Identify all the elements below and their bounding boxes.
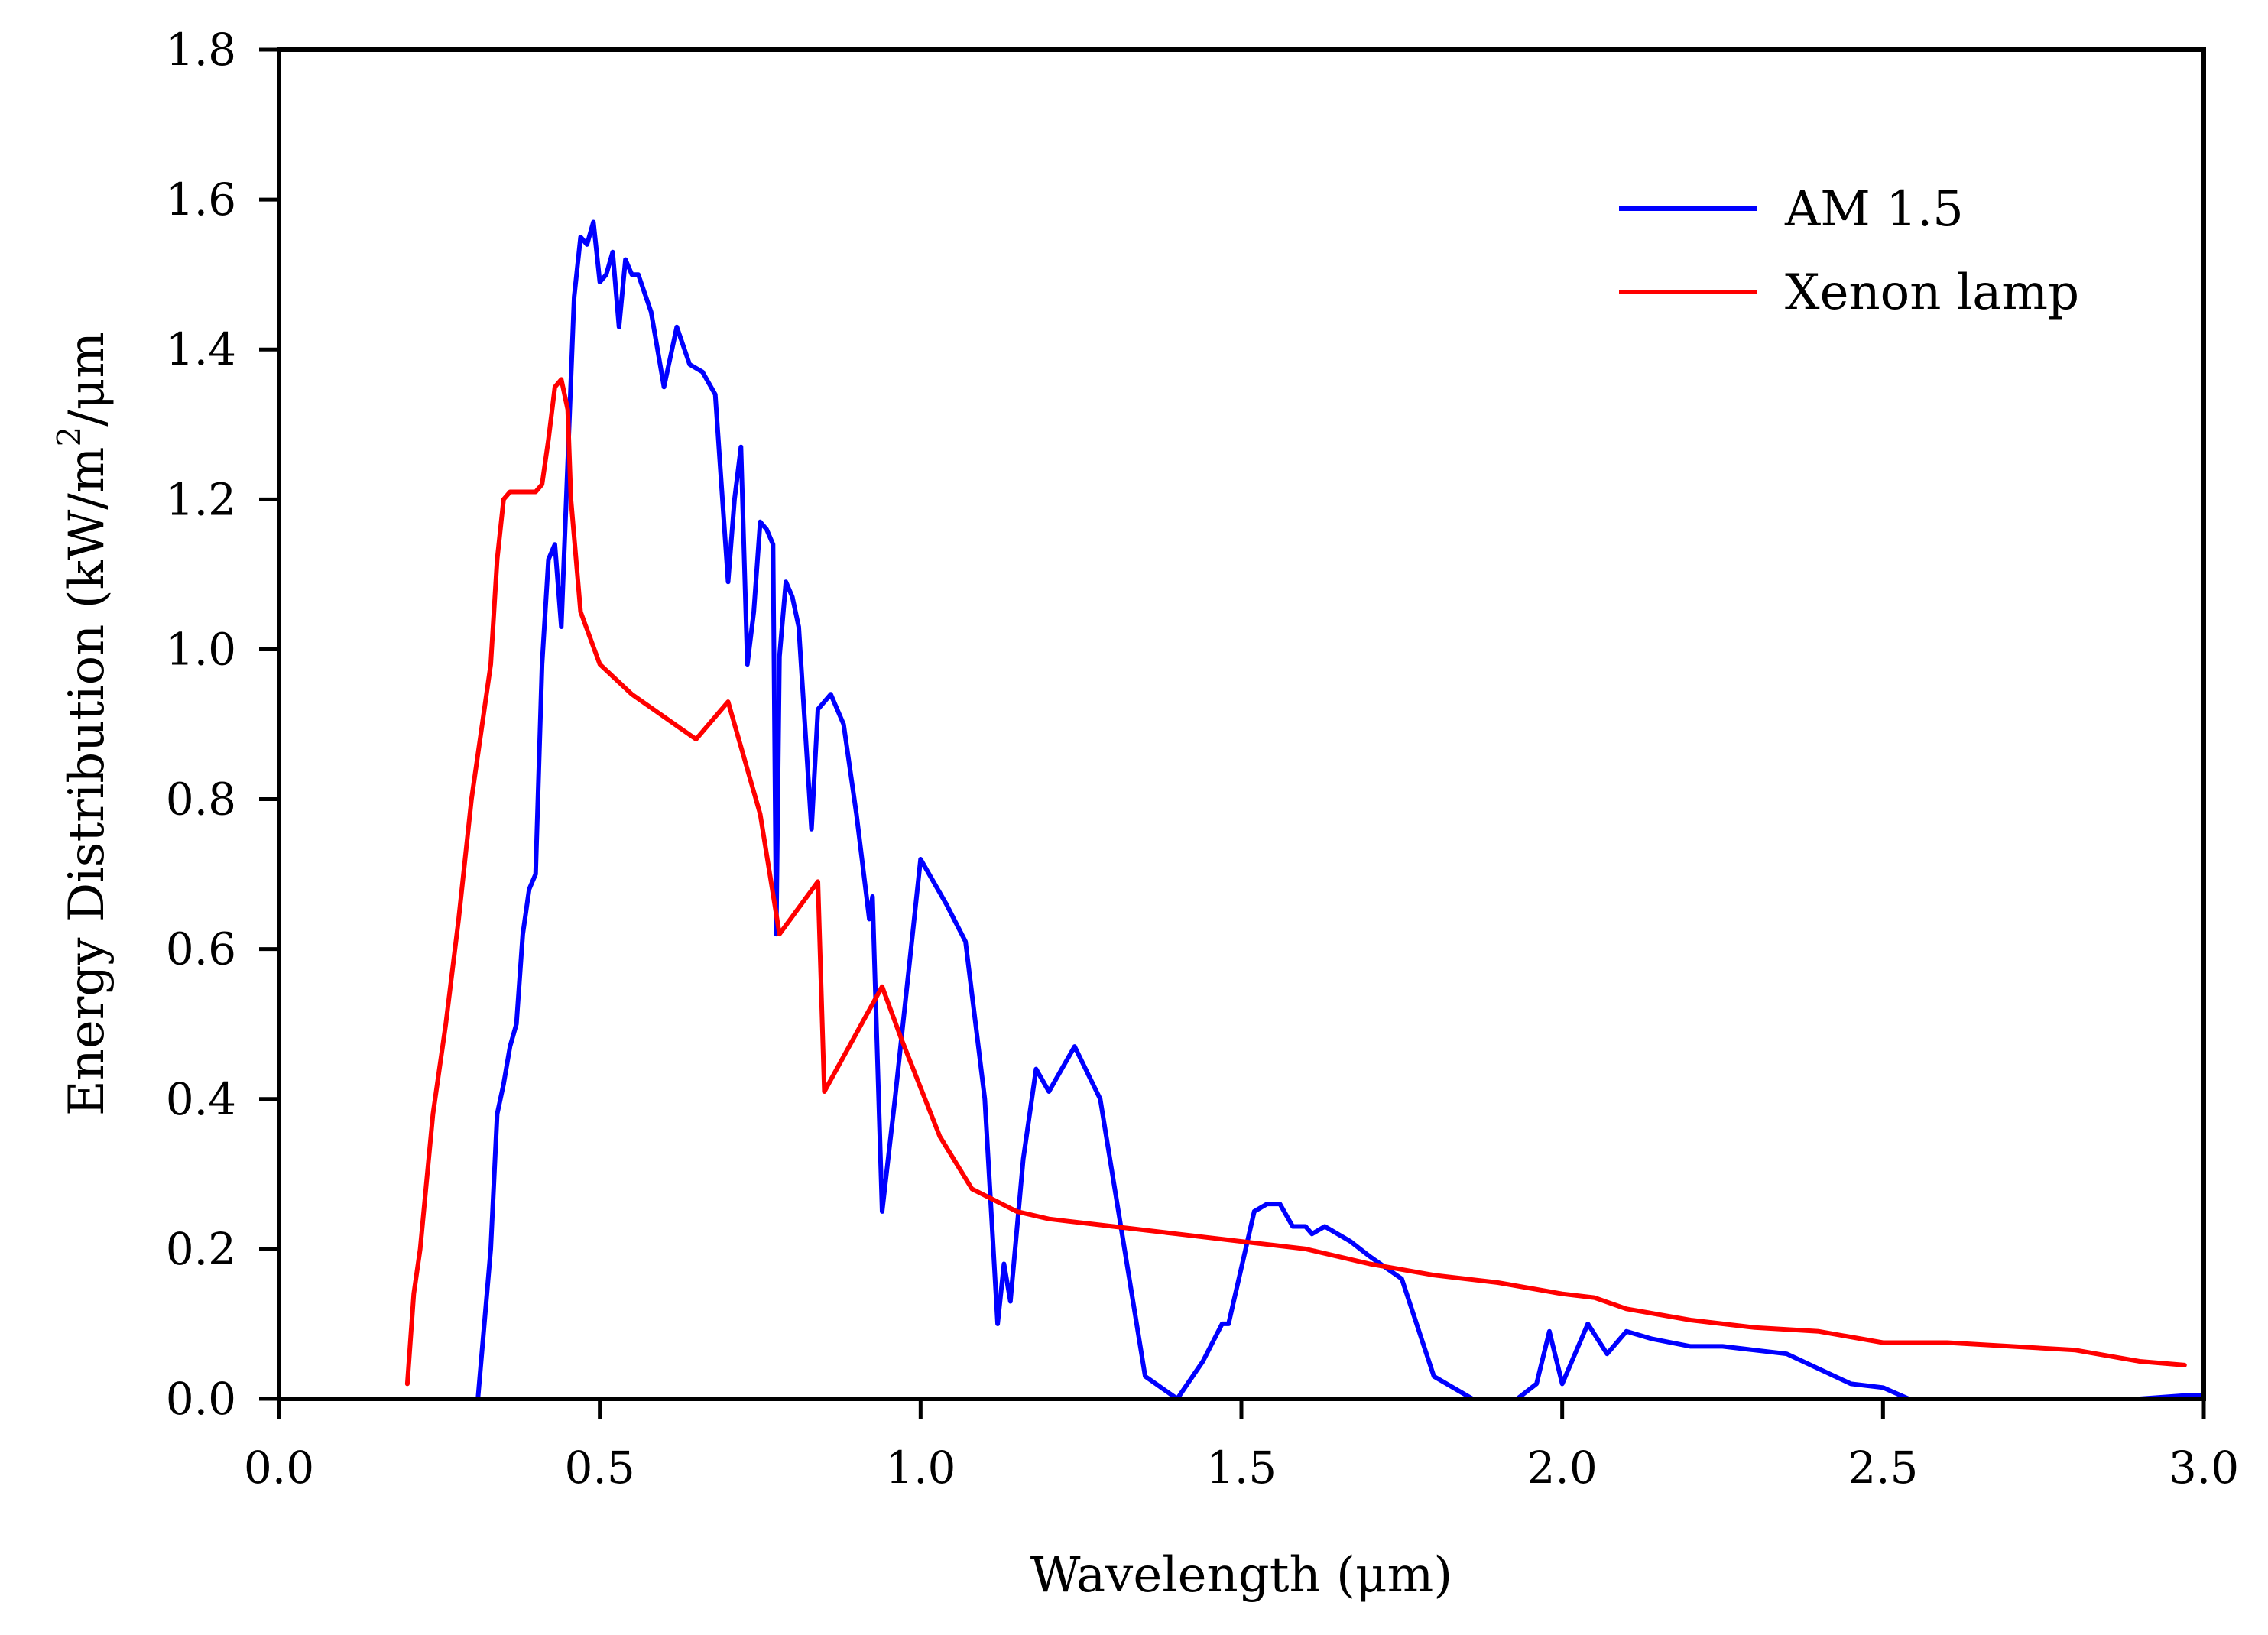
y-tick-label: 1.4 <box>166 323 236 375</box>
plot-frame <box>277 47 2206 1401</box>
y-tick-label: 1.8 <box>166 24 236 76</box>
x-tick-label: 1.5 <box>1206 1442 1277 1494</box>
x-tick-label: 0.0 <box>244 1442 314 1494</box>
y-tick-label: 0.2 <box>166 1223 236 1275</box>
y-axis-title-suffix: /μm <box>59 332 115 427</box>
legend: AM 1.5 Xenon lamp <box>1619 181 2079 321</box>
y-axis-title-prefix: Energy Distribution (kW/m <box>59 447 115 1117</box>
y-tick-label: 0.8 <box>166 774 236 826</box>
x-tick-label: 0.5 <box>565 1442 635 1494</box>
legend-label-am15: AM 1.5 <box>1784 181 1964 238</box>
y-tick-label: 0.6 <box>166 923 236 975</box>
y-tick-label: 1.6 <box>166 174 236 225</box>
y-tick-label: 1.2 <box>166 473 236 525</box>
x-axis-title: Wavelength (μm) <box>1030 1547 1452 1604</box>
y-tick-label: 0.4 <box>166 1073 236 1125</box>
y-axis-title: Energy Distribution (kW/m2/μm <box>50 332 115 1116</box>
legend-label-xenon: Xenon lamp <box>1785 264 2079 321</box>
y-tick-label: 0.0 <box>166 1373 236 1425</box>
y-axis-title-superscript: 2 <box>50 427 88 447</box>
x-tick-label: 2.5 <box>1848 1442 1918 1494</box>
series-layer <box>404 219 2206 1401</box>
x-tick-label: 1.0 <box>885 1442 956 1494</box>
tick-layer: 0.0 0.5 1.0 1.5 2.0 2.5 3.0 0.0 0.2 0.4 0.6 0.8 1.0 1… <box>166 24 2239 1494</box>
series-line-am-1-5 <box>475 219 2206 1401</box>
series-line-xenon-lamp <box>404 377 2187 1387</box>
y-tick-label: 1.0 <box>166 623 236 675</box>
x-tick-label: 2.0 <box>1527 1442 1598 1494</box>
x-tick-label: 3.0 <box>2169 1442 2239 1494</box>
